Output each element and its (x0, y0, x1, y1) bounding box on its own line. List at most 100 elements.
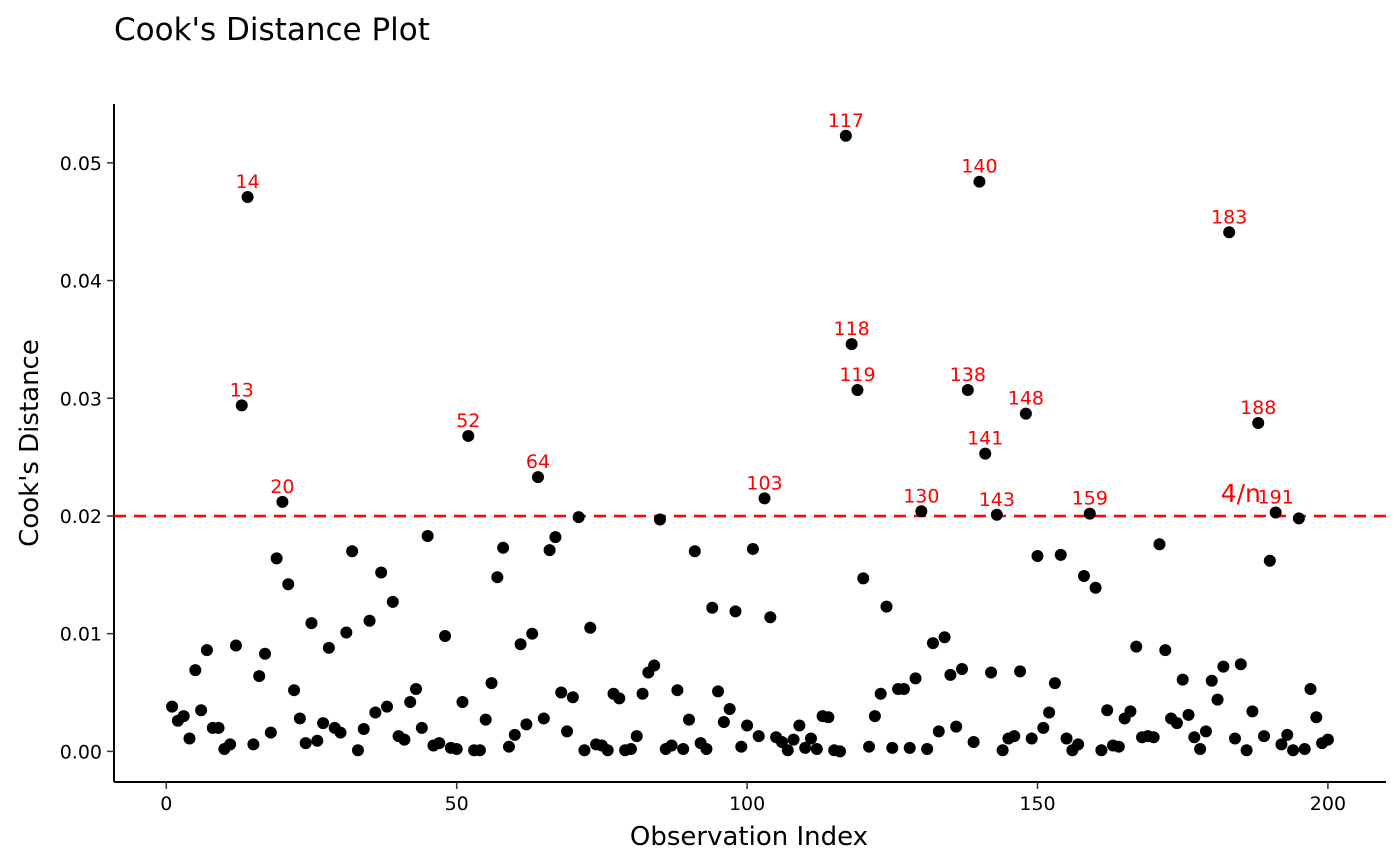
data-point (712, 685, 725, 698)
data-point (1217, 660, 1230, 673)
data-point (456, 695, 469, 708)
data-point (671, 684, 684, 697)
point-label: 130 (903, 485, 939, 507)
data-point (386, 595, 399, 608)
point-label: 20 (270, 476, 294, 498)
data-point (537, 712, 550, 725)
data-point (276, 495, 289, 508)
data-point (938, 631, 951, 644)
data-point (195, 704, 208, 717)
data-point (950, 720, 963, 733)
data-point (897, 683, 910, 696)
data-point (1234, 658, 1247, 671)
data-point (601, 744, 614, 757)
data-point (450, 743, 463, 756)
data-point (851, 384, 864, 397)
data-point (1246, 705, 1259, 718)
data-point (229, 639, 242, 652)
data-point (375, 566, 388, 579)
data-point (357, 723, 370, 736)
data-point (874, 687, 887, 700)
x-tick-label: 150 (1019, 793, 1055, 815)
data-point (439, 630, 452, 643)
data-point (810, 743, 823, 756)
data-point (410, 683, 423, 696)
data-point (247, 738, 260, 751)
data-point (985, 666, 998, 679)
data-point (868, 710, 881, 723)
data-point (1014, 665, 1027, 678)
point-label: 148 (1008, 388, 1044, 410)
data-point (787, 733, 800, 746)
data-point (909, 672, 922, 685)
data-point (270, 552, 283, 565)
data-point (746, 542, 759, 555)
data-point (293, 712, 306, 725)
data-point (561, 725, 574, 738)
data-point (1025, 732, 1038, 745)
data-point (1269, 506, 1282, 519)
data-point (351, 744, 364, 757)
point-label: 118 (834, 318, 870, 340)
data-point (1112, 740, 1125, 753)
data-point (166, 700, 179, 713)
data-point (183, 732, 196, 745)
x-tick-label: 200 (1310, 793, 1346, 815)
data-point (543, 544, 556, 557)
data-point (1263, 554, 1276, 567)
point-label: 141 (967, 428, 1003, 450)
data-point (857, 572, 870, 585)
data-point (305, 617, 318, 630)
data-point (1211, 693, 1224, 706)
point-label: 14 (235, 171, 259, 193)
point-label: 140 (961, 156, 997, 178)
data-point (781, 744, 794, 757)
data-point (839, 129, 852, 142)
data-point (1043, 706, 1056, 719)
data-point (433, 737, 446, 750)
data-point (1240, 744, 1253, 757)
data-point (665, 739, 678, 752)
data-point (421, 529, 434, 542)
data-point (961, 384, 974, 397)
data-point (566, 691, 579, 704)
data-point (572, 511, 585, 524)
data-point (584, 621, 597, 634)
point-label: 188 (1240, 397, 1276, 419)
data-point (1060, 732, 1073, 745)
y-axis-title: Cook's Distance (15, 339, 45, 547)
data-point (415, 721, 428, 734)
data-point (317, 717, 330, 730)
data-point (363, 614, 376, 627)
data-point (822, 711, 835, 724)
data-point (1176, 673, 1189, 686)
data-point (932, 725, 945, 738)
data-point (1077, 570, 1090, 583)
data-point (532, 471, 544, 484)
data-point (735, 740, 748, 753)
data-point (758, 492, 771, 505)
data-point (880, 600, 893, 613)
data-point (834, 745, 847, 758)
y-tick-label: 0.05 (60, 153, 102, 175)
data-point (514, 638, 527, 651)
y-tick-label: 0.01 (60, 624, 102, 646)
data-point (683, 713, 696, 726)
data-point (241, 190, 254, 203)
data-point (1275, 738, 1288, 751)
data-point (1083, 507, 1096, 520)
data-point (497, 541, 510, 554)
point-labels: 14 13 20 52 64 103 117 118 119 130 138 140 141 143 148… (230, 110, 1294, 511)
plot-area: 0 50 100 150 200 0.00 0.01 0.02 0.03 0.04 0.05 14… (60, 104, 1386, 815)
data-point (700, 743, 713, 756)
data-point (491, 571, 504, 584)
x-axis-ticks: 0 50 100 150 200 (160, 782, 1346, 815)
data-point (502, 740, 515, 753)
data-point (404, 695, 417, 708)
data-point (1089, 581, 1102, 594)
y-tick-label: 0.00 (60, 741, 102, 763)
data-point (369, 706, 382, 719)
data-point (677, 743, 690, 756)
data-point (485, 677, 498, 690)
data-point (979, 447, 992, 460)
